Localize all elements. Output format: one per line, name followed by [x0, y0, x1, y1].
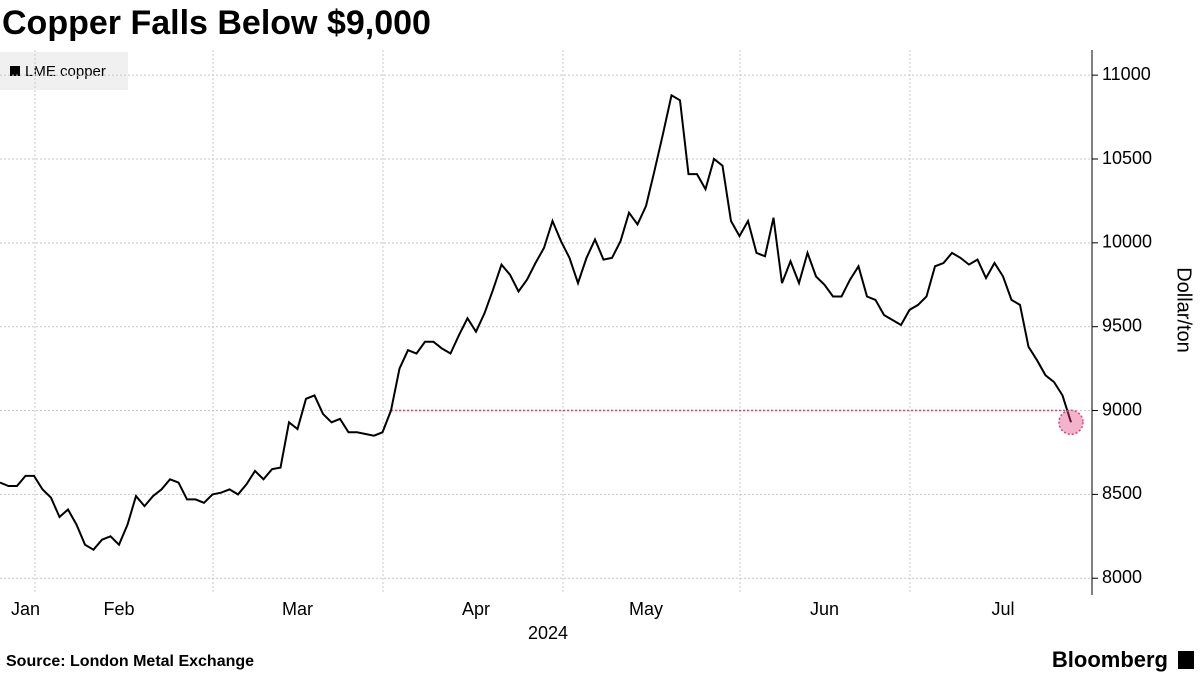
source: Source: London Metal Exchange — [6, 653, 254, 670]
brand: Bloomberg — [1052, 647, 1168, 672]
legend-label: LME copper — [25, 63, 106, 80]
last-point-highlight — [1058, 409, 1084, 436]
y-tick-label: 8000 — [1102, 567, 1142, 587]
x-tick-label: Apr — [462, 599, 490, 619]
x-tick-label: Mar — [282, 599, 313, 619]
legend-box — [0, 52, 128, 90]
x-tick-label: Jun — [810, 599, 839, 619]
y-tick-label: 10500 — [1102, 148, 1152, 168]
month-grid — [34, 50, 911, 593]
y-tick-label: 10000 — [1102, 232, 1152, 252]
y-axis-label: Dollar/ton — [1173, 267, 1195, 353]
x-tick-label: May — [629, 599, 663, 619]
y-tick-label: 9000 — [1102, 399, 1142, 419]
year-label: 2024 — [528, 623, 568, 643]
y-tick-label: 8500 — [1102, 483, 1142, 503]
y-tick-label: 9500 — [1102, 315, 1142, 335]
x-tick-label: Jan — [11, 599, 40, 619]
brand-icon — [1178, 651, 1194, 669]
price-line — [0, 93, 1072, 551]
legend-swatch — [10, 66, 20, 76]
chart-title: Copper Falls Below $9,000 — [2, 4, 431, 42]
y-tick-label: 11000 — [1102, 64, 1151, 84]
x-tick-label: Jul — [991, 599, 1014, 619]
x-tick-label: Feb — [103, 599, 134, 619]
